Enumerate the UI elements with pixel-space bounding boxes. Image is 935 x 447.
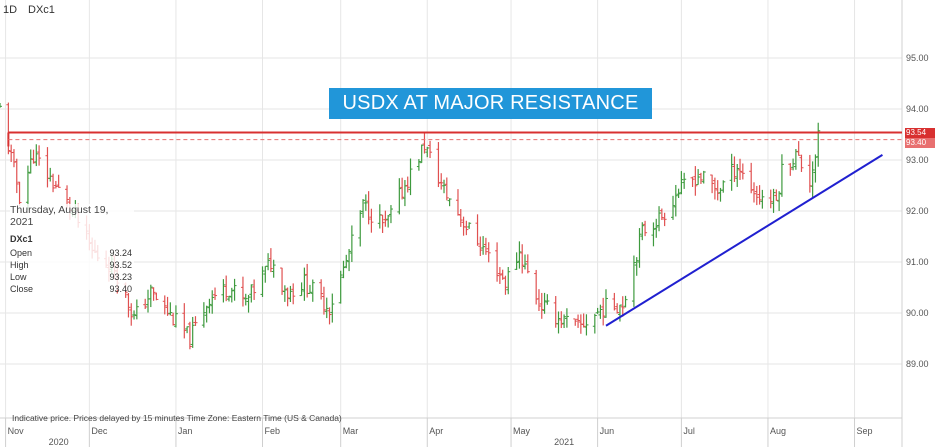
year-label: 2021: [554, 437, 574, 447]
tooltip-open-label: Open: [10, 248, 33, 258]
tooltip-row-close: Close 93.40: [10, 283, 134, 295]
annotation-banner: USDX AT MAJOR RESISTANCE: [329, 88, 652, 119]
tooltip-low-label: Low: [10, 272, 27, 282]
x-tick-label: Jun: [600, 426, 615, 436]
footer-note: Indicative price. Prices delayed by 15 m…: [12, 413, 342, 423]
tooltip-close-value: 93.40: [109, 284, 132, 294]
tooltip-row-open: Open 93.24: [10, 247, 134, 259]
tooltip-date: Thursday, August 19, 2021: [10, 204, 109, 228]
tooltip-symbol: DXc1: [10, 234, 33, 244]
x-tick-label: Feb: [265, 426, 281, 436]
tooltip-high-label: High: [10, 260, 29, 270]
tooltip-open-value: 93.24: [109, 248, 132, 258]
y-tick-label: 95.00: [906, 53, 929, 63]
y-tick-label: 91.00: [906, 257, 929, 267]
last-price-tag: 93.40: [905, 138, 935, 148]
plot-area: [0, 0, 902, 418]
tooltip-row-low: Low 93.23: [10, 271, 134, 283]
resistance-price-tag: 93.54: [905, 128, 935, 138]
x-tick-label: Sep: [857, 426, 873, 436]
x-tick-label: Jul: [683, 426, 695, 436]
x-tick-label: May: [513, 426, 531, 436]
symbol-label[interactable]: DXc1: [28, 4, 55, 16]
x-tick-label: Nov: [8, 426, 25, 436]
ohlc-tooltip: Thursday, August 19, 2021 DXc1 Open 93.2…: [10, 204, 134, 294]
tooltip-row-high: High 93.52: [10, 259, 134, 271]
x-tick-label: Mar: [343, 426, 359, 436]
y-tick-label: 89.00: [906, 359, 929, 369]
y-tick-label: 94.00: [906, 104, 929, 114]
y-tick-label: 90.00: [906, 308, 929, 318]
y-tick-label: 93.00: [906, 155, 929, 165]
support-trendline: [605, 154, 883, 327]
tooltip-low-value: 93.23: [109, 272, 132, 282]
x-tick-label: Aug: [770, 426, 786, 436]
x-tick-label: Jan: [178, 426, 193, 436]
tooltip-close-label: Close: [10, 284, 34, 294]
year-label: 2020: [49, 437, 69, 447]
tooltip-high-value: 93.52: [109, 260, 132, 270]
timeframe-label[interactable]: 1D: [3, 4, 18, 16]
x-tick-label: Apr: [429, 426, 443, 436]
y-tick-label: 92.00: [906, 206, 929, 216]
x-tick-label: Dec: [91, 426, 108, 436]
